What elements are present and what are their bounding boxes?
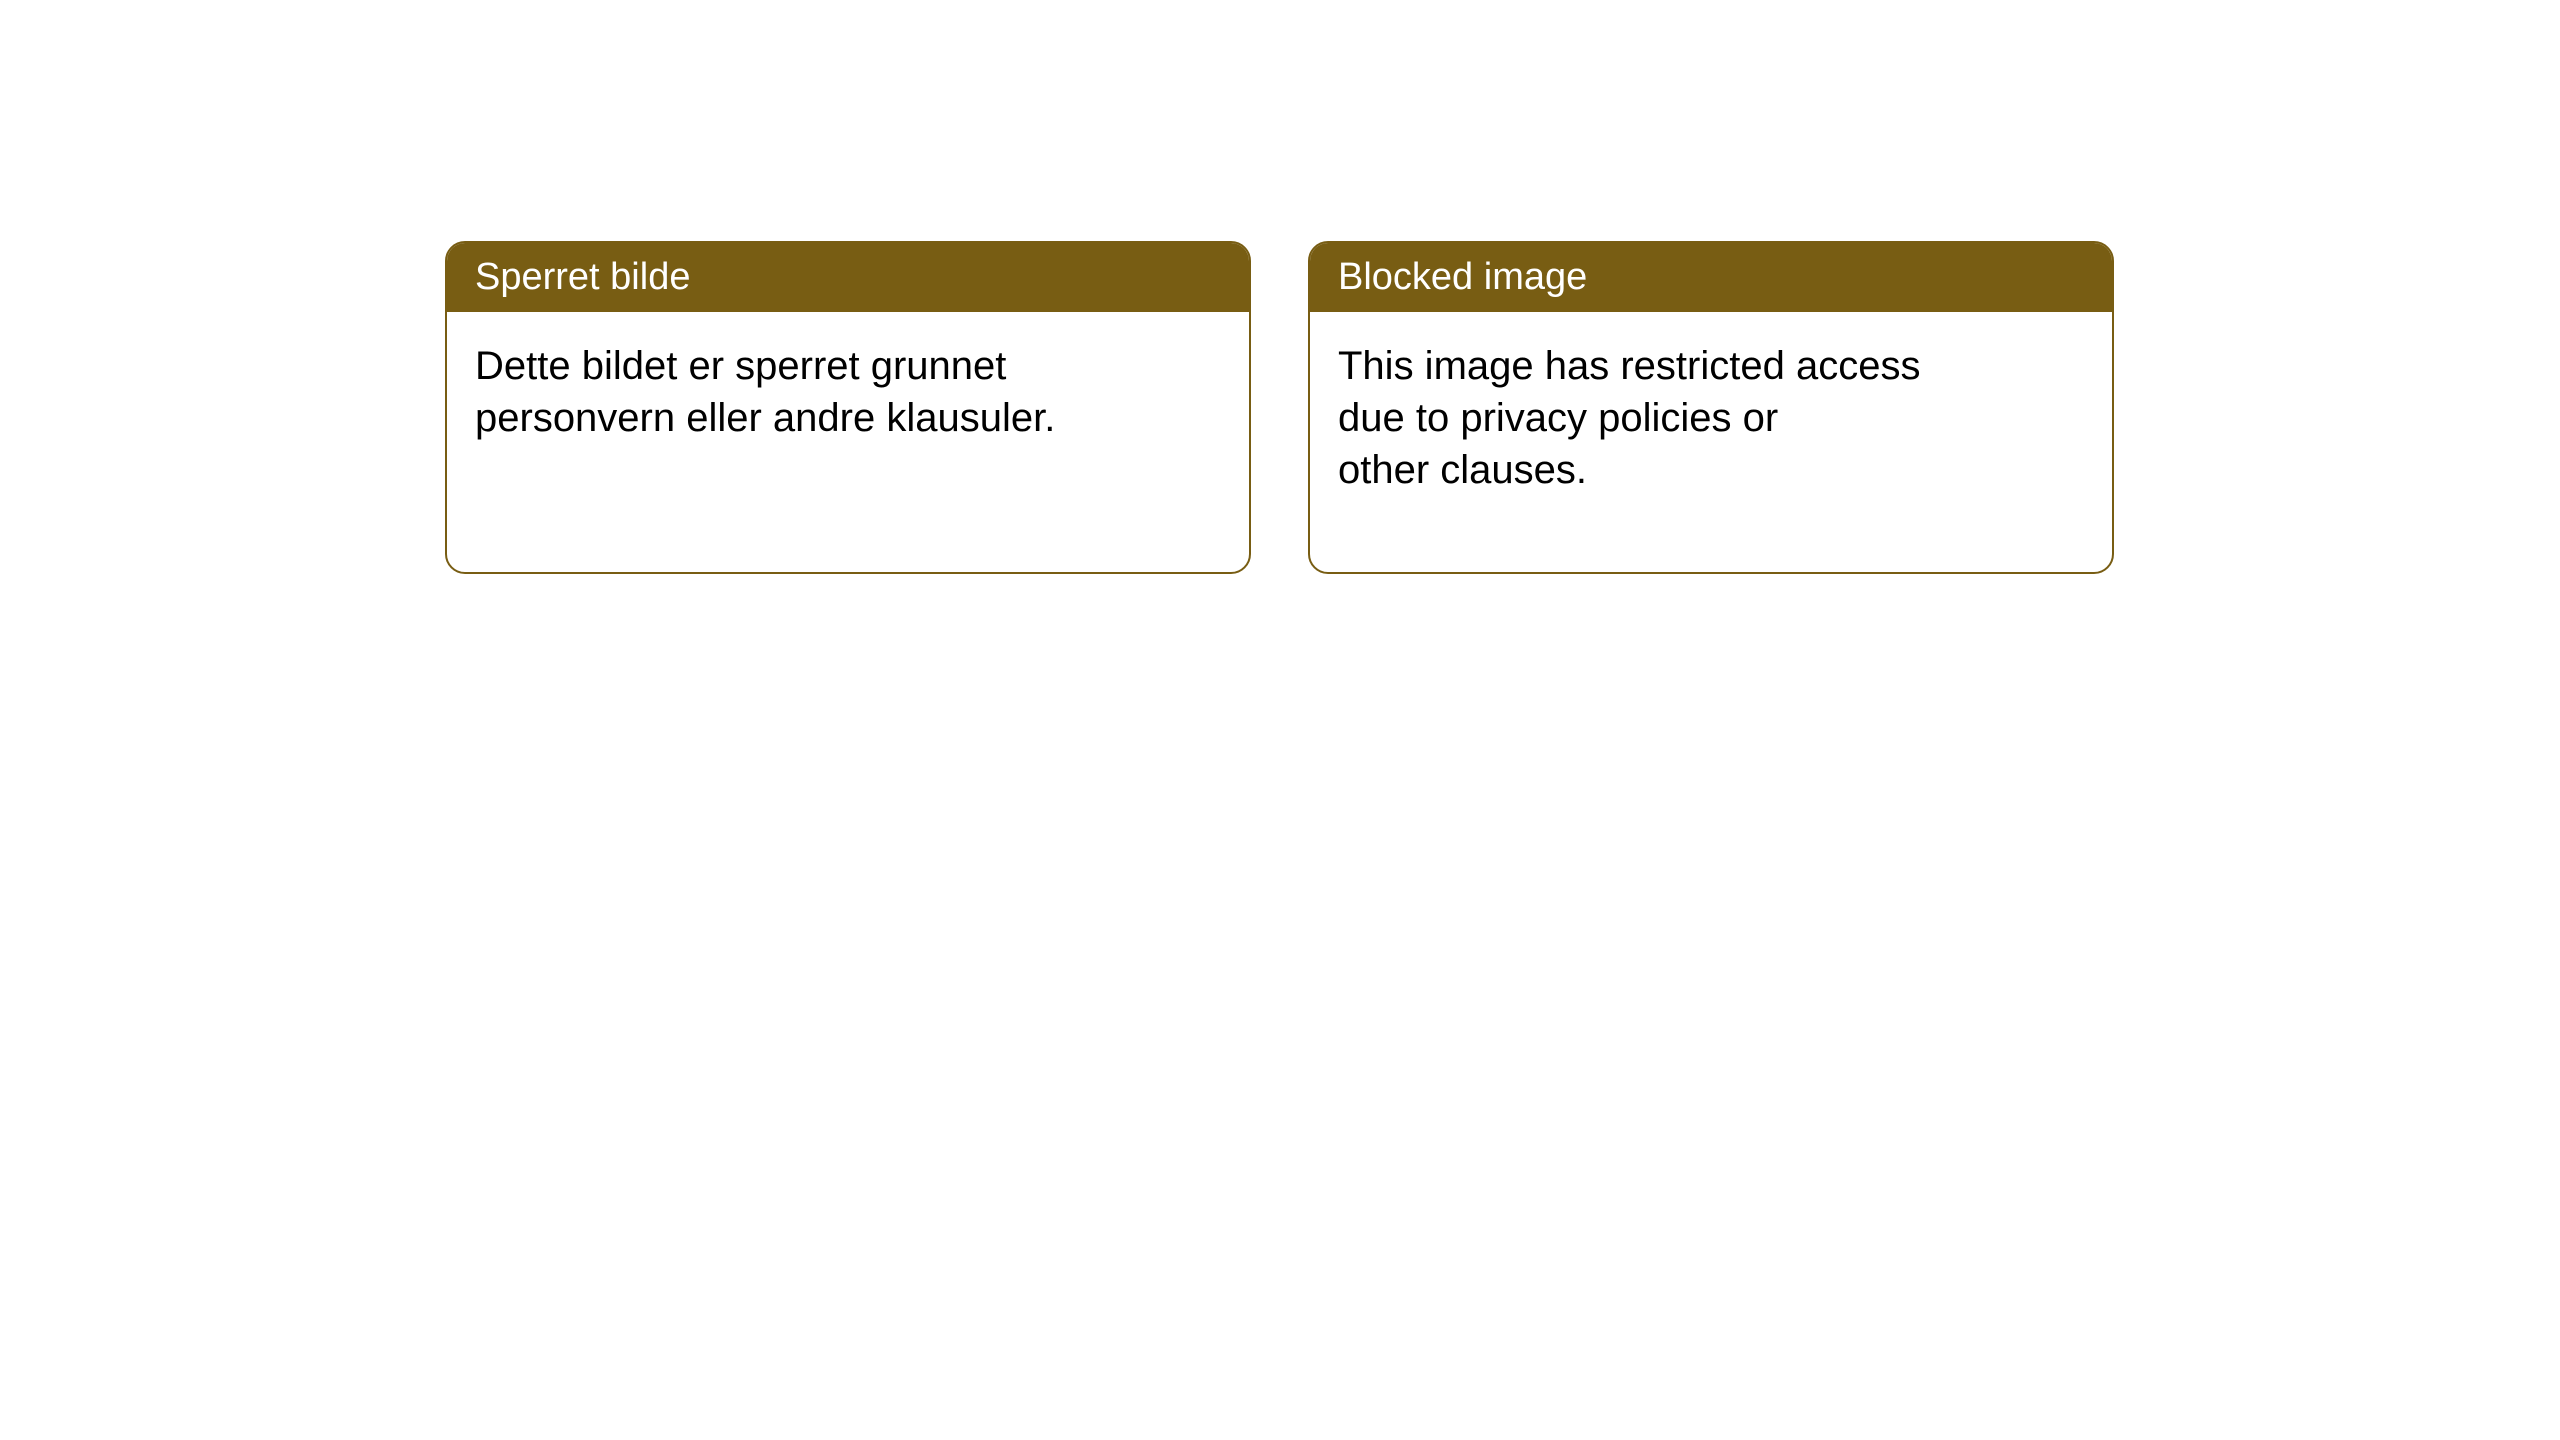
blocked-image-card-en: Blocked image This image has restricted … [1308, 241, 2114, 574]
card-header-en: Blocked image [1310, 243, 2112, 312]
notice-cards-container: Sperret bilde Dette bildet er sperret gr… [0, 0, 2560, 574]
card-body-no: Dette bildet er sperret grunnet personve… [447, 312, 1249, 472]
blocked-image-card-no: Sperret bilde Dette bildet er sperret gr… [445, 241, 1251, 574]
card-body-en: This image has restricted access due to … [1310, 312, 2112, 524]
card-header-no: Sperret bilde [447, 243, 1249, 312]
